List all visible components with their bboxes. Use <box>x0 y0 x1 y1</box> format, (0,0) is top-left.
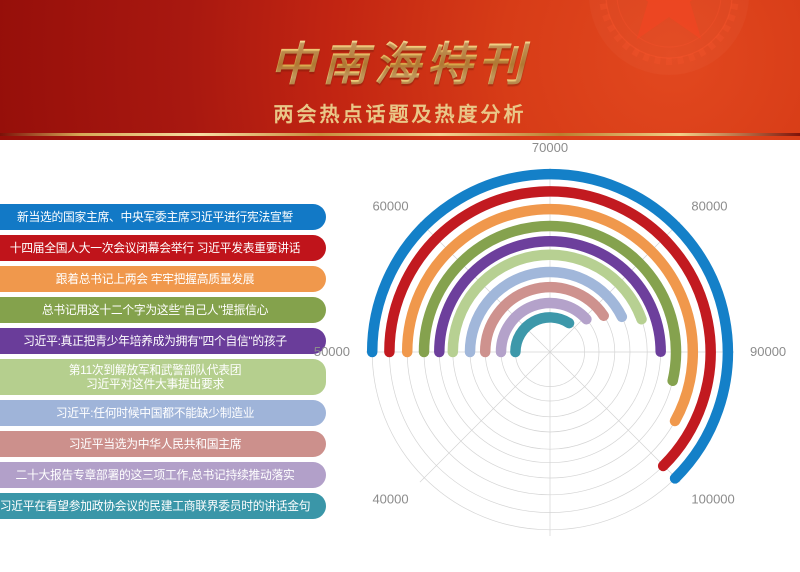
svg-text:80000: 80000 <box>691 199 727 214</box>
svg-text:50000: 50000 <box>314 344 350 359</box>
svg-text:60000: 60000 <box>372 199 408 214</box>
svg-text:90000: 90000 <box>750 344 786 359</box>
svg-text:100000: 100000 <box>691 491 734 506</box>
svg-text:40000: 40000 <box>372 491 408 506</box>
svg-text:70000: 70000 <box>532 140 568 155</box>
